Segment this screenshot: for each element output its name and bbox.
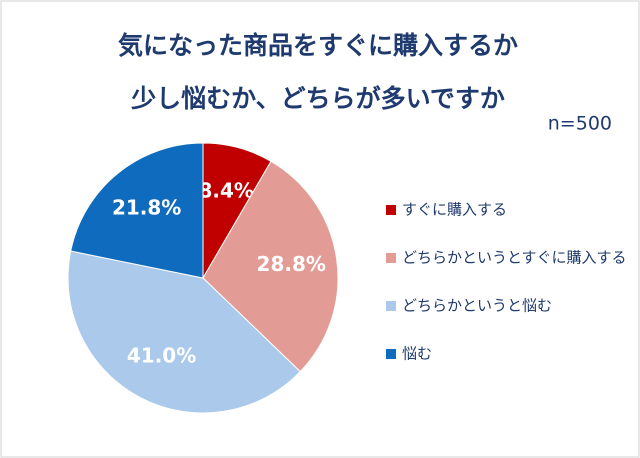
legend-label: どちらかというと悩む — [402, 297, 552, 315]
legend-label: どちらかというとすぐに購入する — [402, 249, 627, 267]
data-label: 28.8% — [257, 252, 326, 276]
data-label: 8.4% — [199, 178, 254, 202]
legend-label: 悩む — [402, 345, 432, 363]
legend-swatch — [386, 301, 396, 311]
pie-slice — [67, 250, 301, 414]
legend-swatch — [386, 349, 396, 359]
legend-swatch — [386, 253, 396, 263]
legend-swatch — [386, 205, 396, 215]
pie-slice — [202, 160, 339, 373]
chart-title: 少し悩むか、どちらが多いですか — [130, 84, 505, 113]
data-label: 41.0% — [127, 343, 196, 367]
pie-slice — [70, 142, 204, 279]
chart-subtitle: n=500 — [548, 113, 612, 135]
legend-label: すぐに購入する — [402, 201, 507, 219]
chart-title: 気になった商品をすぐに購入するか — [118, 31, 518, 60]
data-label: 21.8% — [112, 195, 181, 219]
